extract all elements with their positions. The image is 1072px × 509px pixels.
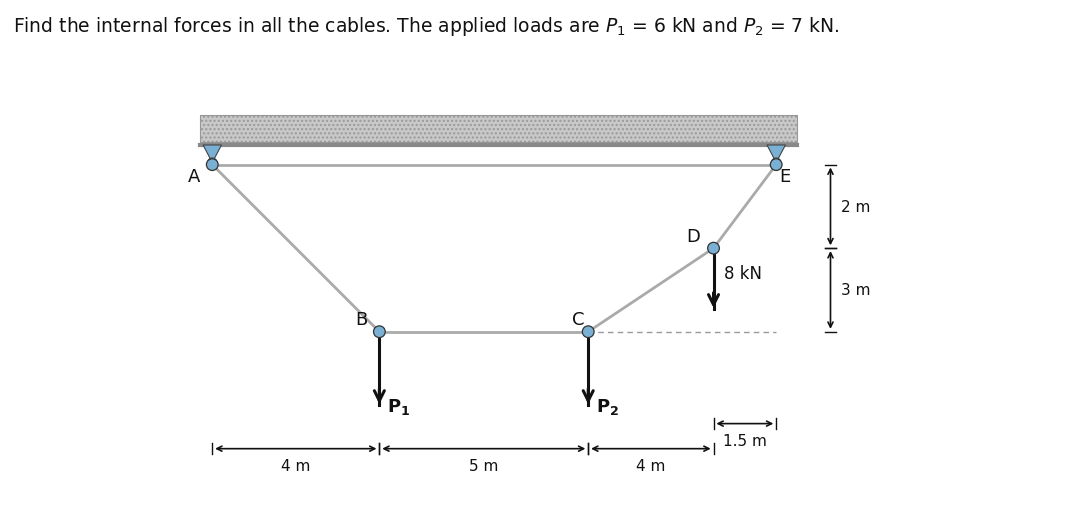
Circle shape [771,159,783,171]
Text: 2 m: 2 m [840,200,870,214]
Polygon shape [203,146,222,163]
Text: 3 m: 3 m [840,283,870,298]
Text: A: A [189,167,200,185]
Text: B: B [356,311,368,329]
Text: D: D [686,228,700,245]
Text: 5 m: 5 m [470,458,498,473]
Text: 4 m: 4 m [636,458,666,473]
Text: $\mathbf{P_2}$: $\mathbf{P_2}$ [596,397,619,417]
Bar [199,115,798,143]
Text: 4 m: 4 m [281,458,311,473]
Circle shape [207,159,218,171]
Text: E: E [779,167,791,185]
Circle shape [772,159,780,168]
Polygon shape [766,146,786,163]
Text: Find the internal forces in all the cables. The applied loads are $P_1$ = 6 kN a: Find the internal forces in all the cabl… [13,15,839,38]
Bar [199,115,798,143]
Text: C: C [571,311,584,329]
Text: $\mathbf{P_1}$: $\mathbf{P_1}$ [387,397,411,417]
Circle shape [373,326,385,338]
Circle shape [582,326,594,338]
Text: 8 kN: 8 kN [724,265,762,282]
Circle shape [708,243,719,254]
Circle shape [208,159,217,168]
Text: 1.5 m: 1.5 m [723,433,766,448]
